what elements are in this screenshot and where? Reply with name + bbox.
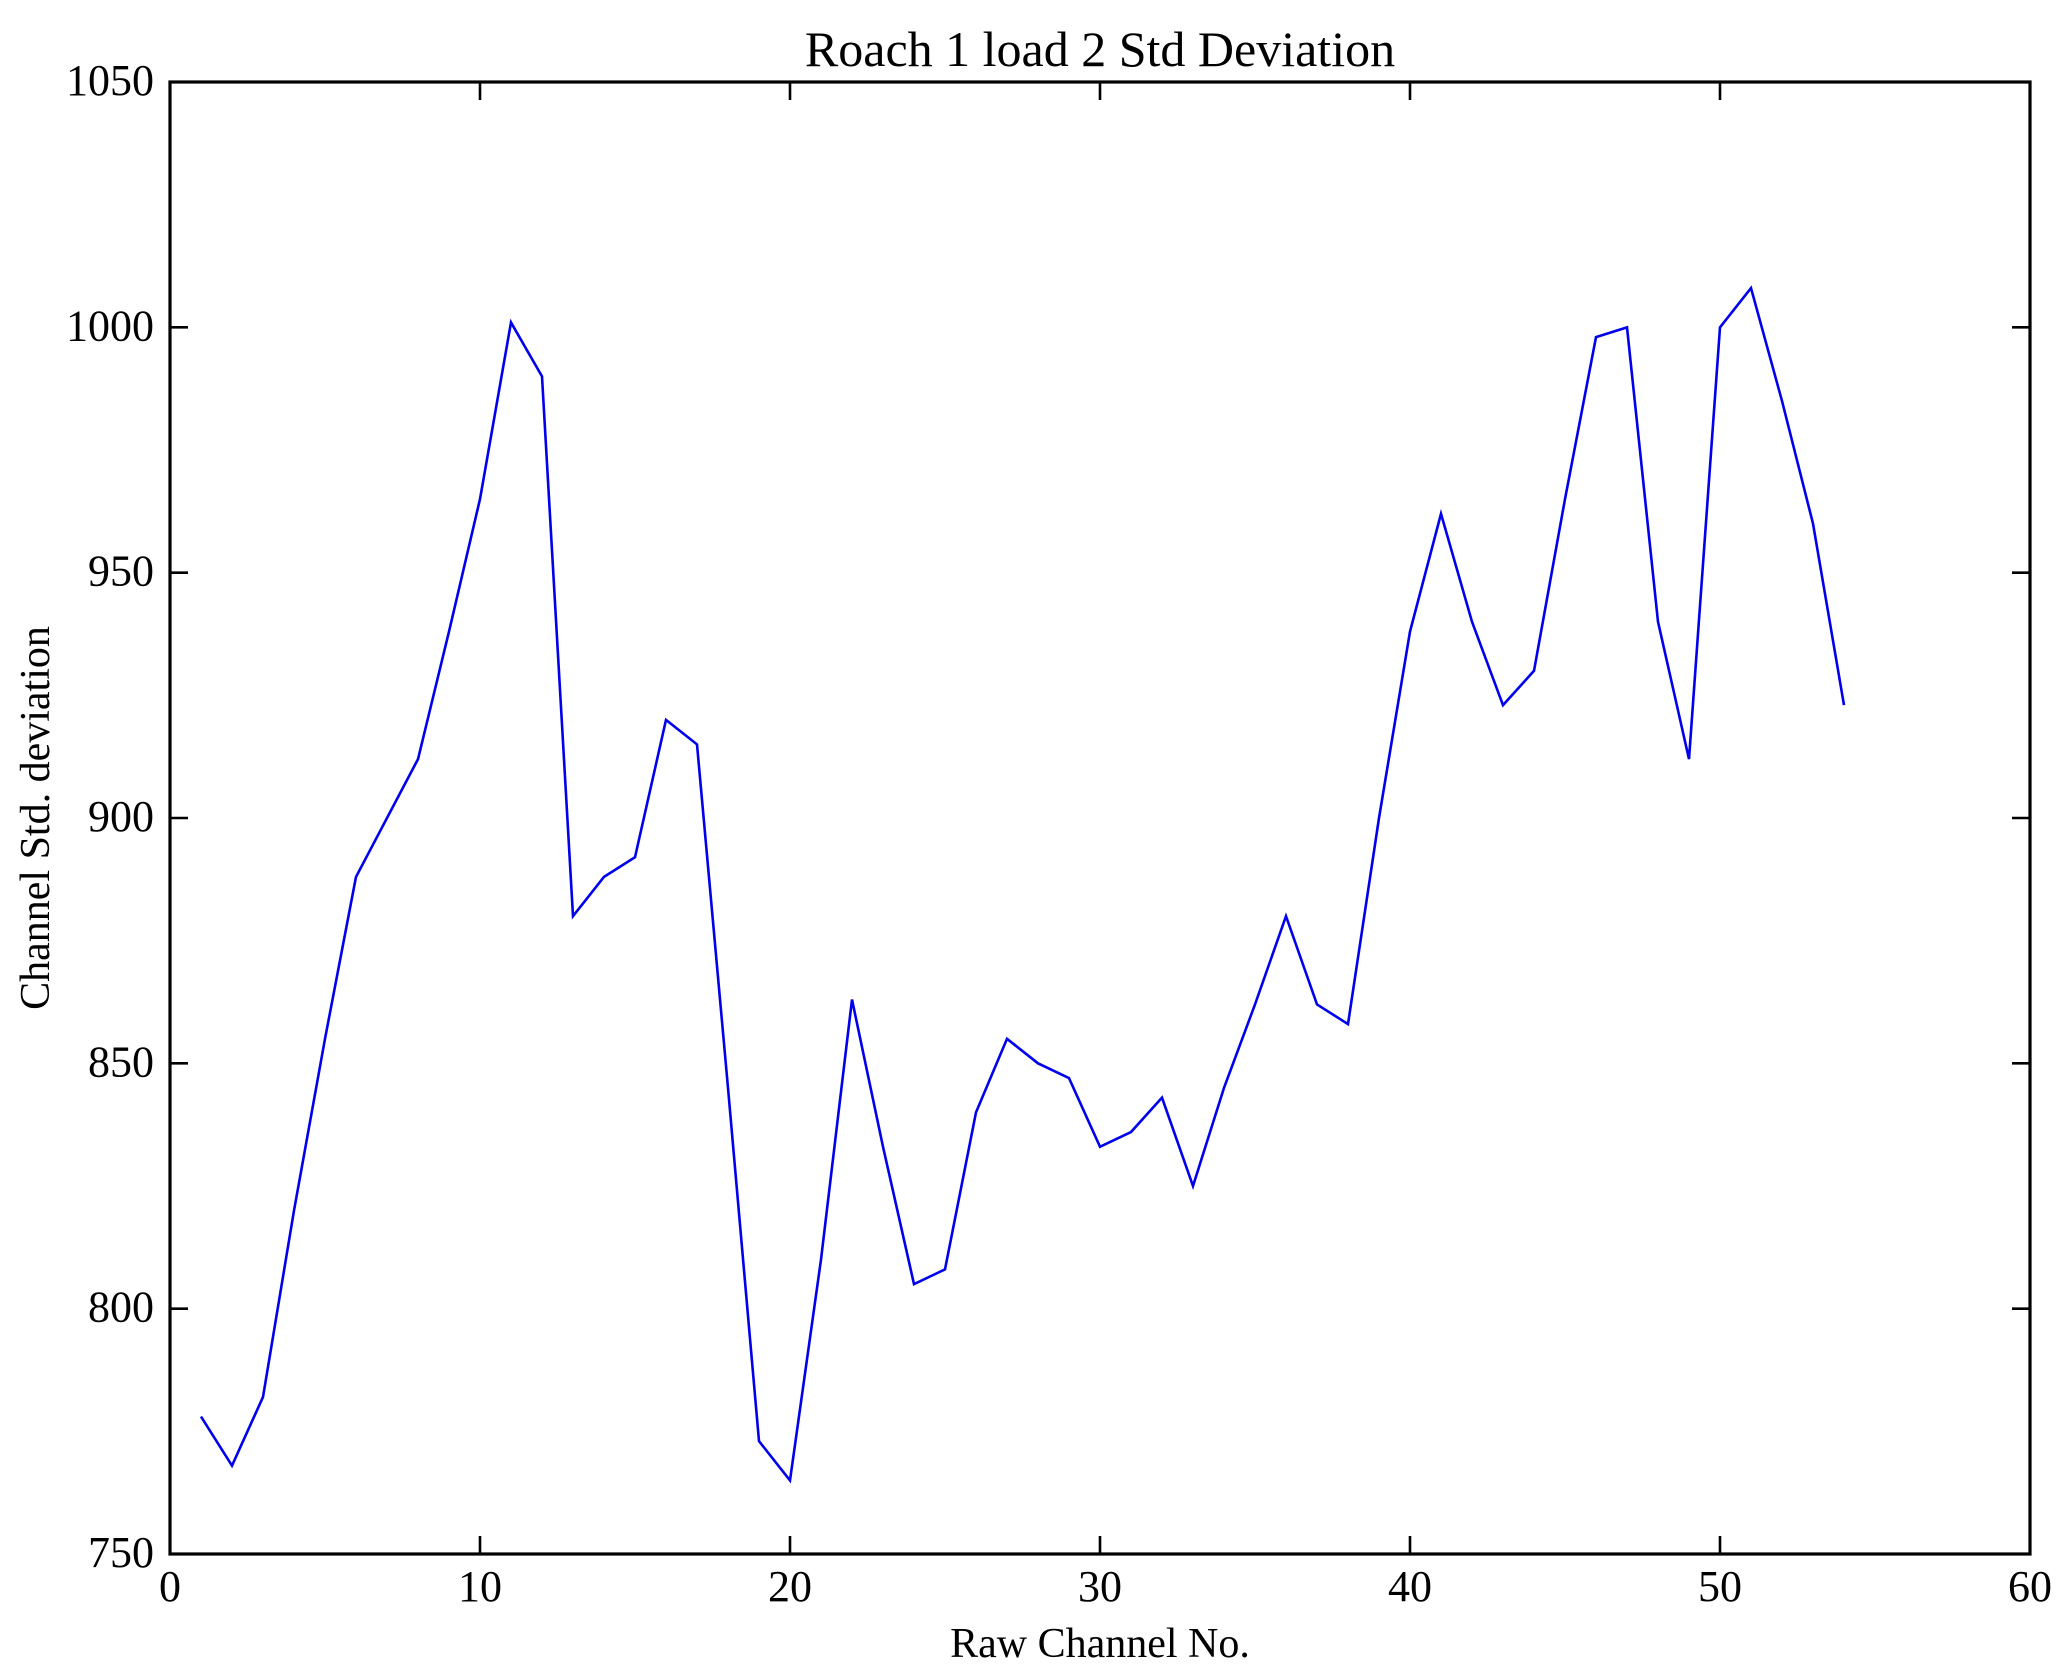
svg-text:10: 10 — [458, 1562, 502, 1611]
svg-text:Roach 1 load 2 Std Deviation: Roach 1 load 2 Std Deviation — [805, 21, 1395, 77]
svg-text:Channel Std. deviation: Channel Std. deviation — [13, 626, 59, 1010]
svg-text:50: 50 — [1698, 1562, 1742, 1611]
svg-text:40: 40 — [1388, 1562, 1432, 1611]
svg-text:1050: 1050 — [66, 56, 154, 105]
svg-text:950: 950 — [88, 547, 154, 596]
svg-text:Raw Channel No.: Raw Channel No. — [950, 1621, 1250, 1667]
svg-text:750: 750 — [88, 1528, 154, 1577]
svg-text:900: 900 — [88, 792, 154, 841]
svg-text:850: 850 — [88, 1037, 154, 1086]
svg-text:60: 60 — [2008, 1562, 2052, 1611]
svg-text:20: 20 — [768, 1562, 812, 1611]
svg-text:800: 800 — [88, 1283, 154, 1332]
svg-text:0: 0 — [159, 1562, 181, 1611]
svg-text:30: 30 — [1078, 1562, 1122, 1611]
svg-text:1000: 1000 — [66, 301, 154, 350]
